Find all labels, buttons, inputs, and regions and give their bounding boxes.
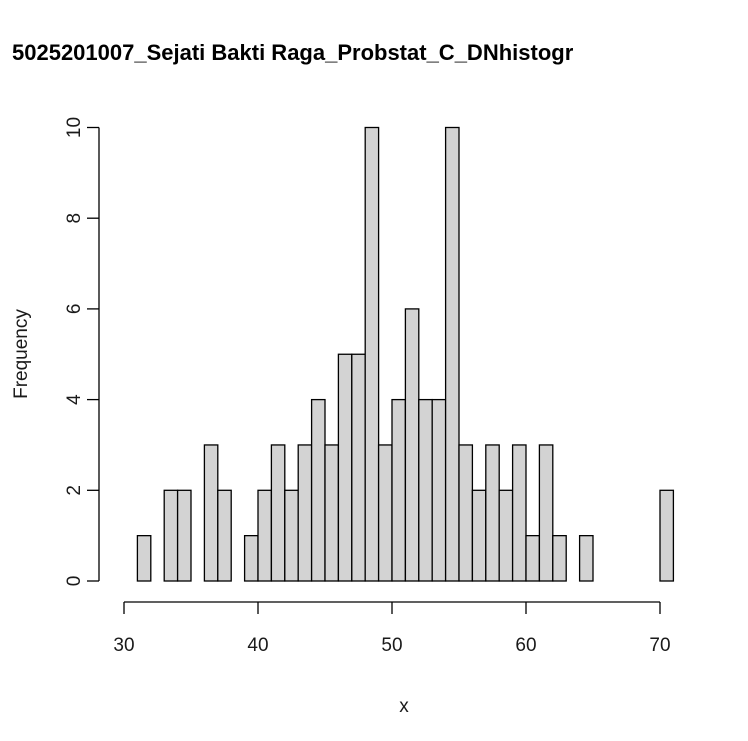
histogram-bar xyxy=(297,444,313,582)
histogram-bar xyxy=(217,489,232,582)
histogram-bar xyxy=(418,398,433,582)
histogram-bar xyxy=(176,489,192,582)
histogram-bar xyxy=(284,489,299,582)
histogram-bar xyxy=(364,126,380,582)
x-tick-label: 50 xyxy=(381,635,402,656)
x-tick-label: 40 xyxy=(247,635,268,656)
bars-group xyxy=(136,126,675,582)
histogram-bar xyxy=(485,444,500,582)
y-tick-label: 0 xyxy=(64,576,85,587)
histogram-bar xyxy=(203,444,219,582)
x-tick-label: 70 xyxy=(649,635,670,656)
y-tick-label: 2 xyxy=(64,485,85,496)
x-axis: 30 40 50 60 70 xyxy=(113,601,671,656)
y-tick-label: 10 xyxy=(64,117,85,138)
histogram-bar xyxy=(257,489,273,582)
histogram-bar xyxy=(351,353,366,582)
histogram-bar xyxy=(377,444,393,582)
y-tick-label: 4 xyxy=(64,394,85,405)
histogram-bar xyxy=(163,489,179,582)
x-axis-label: x xyxy=(399,696,409,717)
y-tick-label: 8 xyxy=(64,213,85,224)
histogram-bar xyxy=(538,444,554,582)
x-tick-label: 60 xyxy=(515,635,536,656)
histogram-bar xyxy=(578,535,594,582)
histogram-bar xyxy=(511,444,527,582)
x-tick-label: 30 xyxy=(113,635,134,656)
histogram-bar xyxy=(324,444,340,582)
y-tick-label: 6 xyxy=(64,304,85,315)
histogram-bar xyxy=(310,398,326,582)
histogram-bar xyxy=(404,308,420,582)
histogram-bar xyxy=(136,535,152,582)
histogram-bar xyxy=(498,489,514,582)
histogram-bar xyxy=(552,535,567,582)
histogram-bar xyxy=(391,398,407,582)
histogram-bar xyxy=(525,535,541,582)
chart-title: 5025201007_Sejati Bakti Raga_Probstat_C_… xyxy=(12,40,574,65)
y-axis-label: Frequency xyxy=(11,309,32,399)
y-axis: 0 2 4 6 8 10 xyxy=(64,117,100,587)
histogram-bar xyxy=(471,489,487,582)
histogram-bar xyxy=(431,398,447,582)
histogram-bar xyxy=(659,489,675,582)
histogram-bar xyxy=(337,353,353,582)
histogram-bar xyxy=(243,535,259,582)
histogram-bar xyxy=(270,444,286,582)
histogram-bar xyxy=(444,126,460,582)
histogram-bar xyxy=(458,444,474,582)
